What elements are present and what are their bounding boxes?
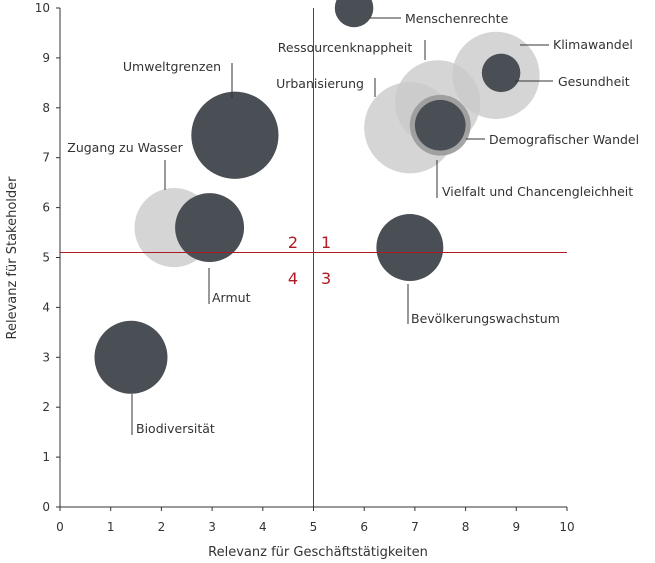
label-umweltgrenzen: Umweltgrenzen <box>123 59 221 74</box>
label-gesundheit: Gesundheit <box>558 74 630 89</box>
x-tick-label: 3 <box>208 520 216 534</box>
y-tick-label: 4 <box>42 300 50 314</box>
y-tick-label: 8 <box>42 101 50 115</box>
x-tick-label: 1 <box>107 520 115 534</box>
bubble-biodiversitaet <box>94 320 168 394</box>
y-tick-label: 2 <box>42 400 50 414</box>
quadrant-label-3: 3 <box>321 269 331 288</box>
y-tick-label: 10 <box>35 1 50 15</box>
label-klimawandel: Klimawandel <box>553 37 633 52</box>
y-tick-label: 9 <box>42 51 50 65</box>
y-tick-label: 3 <box>42 350 50 364</box>
bubble-umweltgrenzen <box>191 91 279 179</box>
bubble-bevoelkerungswachstum <box>376 214 444 281</box>
label-ressourcenknappheit: Ressourcenknappheit <box>278 40 413 55</box>
label-demografischer-wandel: Demografischer Wandel <box>489 132 639 147</box>
label-zugang-zu-wasser: Zugang zu Wasser <box>67 140 183 155</box>
bubble-gesundheit <box>481 53 521 93</box>
label-bevoelkerungswachstum: Bevölkerungswachstum <box>411 311 560 326</box>
label-armut: Armut <box>212 290 251 305</box>
x-axis-title: Relevanz für Geschäftstätigkeiten <box>208 545 428 560</box>
axes: 0 1 2 3 4 5 6 7 8 9 10 0 1 2 3 4 5 6 7 8 9 10 <box>35 1 575 534</box>
y-tick-label: 0 <box>42 500 50 514</box>
y-axis-title: Relevanz für Stakeholder <box>5 176 20 340</box>
quadrant-label-1: 1 <box>321 233 331 252</box>
reference-lines <box>60 8 567 507</box>
x-tick-label: 5 <box>310 520 318 534</box>
quadrant-label-4: 4 <box>288 269 298 288</box>
x-tick-label: 7 <box>411 520 419 534</box>
bubble-labels: Zugang zu Wasser Armut Umweltgrenzen Mensch… <box>67 11 639 436</box>
x-tick-label: 4 <box>259 520 267 534</box>
y-tick-label: 1 <box>42 450 50 464</box>
label-urbanisierung: Urbanisierung <box>276 76 364 91</box>
bubbles-layer <box>94 0 540 394</box>
label-menschenrechte: Menschenrechte <box>405 11 509 26</box>
x-tick-label: 6 <box>360 520 368 534</box>
y-tick-label: 7 <box>42 151 50 165</box>
bubble-menschenrechte <box>334 0 374 28</box>
label-leaders <box>131 17 553 435</box>
bubble-armut <box>175 193 245 263</box>
x-tick-label: 0 <box>56 520 64 534</box>
bubble-vielfalt-und-chancengleichheit <box>414 99 466 151</box>
y-tick-label: 6 <box>42 201 50 215</box>
quadrant-label-2: 2 <box>288 233 298 252</box>
y-tick-label: 5 <box>42 251 50 265</box>
x-tick-label: 9 <box>512 520 520 534</box>
label-biodiversitaet: Biodiversität <box>136 421 215 436</box>
label-vielfalt-und-chancengleichheit: Vielfalt und Chancengleichheit <box>442 184 633 199</box>
x-tick-label: 2 <box>158 520 166 534</box>
x-tick-label: 8 <box>462 520 470 534</box>
x-tick-label: 10 <box>559 520 574 534</box>
